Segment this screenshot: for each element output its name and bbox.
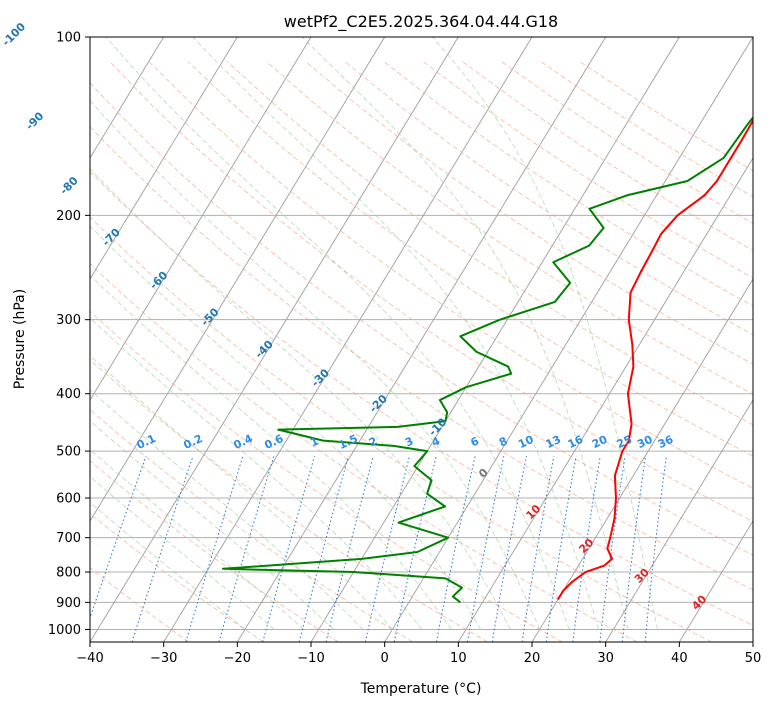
mixing-ratio-line bbox=[521, 456, 555, 642]
y-axis-ticks: 100 200 300 400 500 600 700 800 900 1000 bbox=[48, 31, 90, 638]
y-axis-title: Pressure (hPa) bbox=[12, 289, 28, 389]
mixing-ratio-line bbox=[621, 456, 647, 642]
isotherm-line bbox=[90, 37, 312, 401]
moist-adiabat bbox=[90, 317, 423, 630]
isotherm-line bbox=[90, 37, 386, 522]
x-tick-label: 20 bbox=[524, 651, 541, 666]
chart-title: wetPf2_C2E5.2025.364.04.44.G18 bbox=[284, 12, 558, 32]
x-tick-label: −30 bbox=[150, 651, 177, 666]
dry-adiabat bbox=[148, 61, 753, 489]
dry-adiabat bbox=[90, 460, 339, 642]
x-tick-label: 50 bbox=[745, 651, 762, 666]
dry-adiabat bbox=[90, 171, 753, 627]
dry-adiabat bbox=[90, 359, 488, 642]
x-tick-label: 30 bbox=[597, 651, 614, 666]
y-tick-label: 900 bbox=[56, 596, 81, 611]
dry-adiabat bbox=[90, 409, 414, 642]
dry-adiabat bbox=[90, 216, 712, 642]
y-tick-label: 700 bbox=[56, 531, 81, 546]
mixing-ratio-line bbox=[545, 456, 577, 642]
isotherm-line bbox=[384, 37, 753, 642]
isotherm-label: -100 bbox=[0, 20, 28, 49]
mixing-ratio-label: 13 bbox=[544, 433, 563, 451]
moist-adiabat bbox=[90, 389, 364, 630]
mixing-ratio-label: 30 bbox=[635, 433, 655, 451]
moist-adiabat bbox=[90, 448, 305, 630]
moist-adiabat bbox=[90, 476, 275, 630]
dry-adiabat bbox=[90, 512, 264, 642]
mixing-ratio-line bbox=[644, 456, 667, 642]
mixing-ratio-line bbox=[90, 456, 147, 620]
dry-adiabat bbox=[109, 61, 753, 522]
y-tick-label: 200 bbox=[56, 209, 81, 224]
isotherm-line bbox=[678, 520, 753, 642]
sounding-series bbox=[221, 115, 753, 604]
isotherm-label: -80 bbox=[57, 174, 80, 197]
plot-frame bbox=[89, 36, 754, 643]
y-tick-label: 100 bbox=[56, 31, 81, 46]
mixing-ratio-line bbox=[325, 456, 374, 642]
x-tick-label: 40 bbox=[671, 651, 688, 666]
y-tick-label: 1000 bbox=[48, 623, 81, 638]
dry-adiabat bbox=[305, 61, 753, 365]
x-tick-label: −20 bbox=[224, 651, 251, 666]
mixing-ratio-label: 36 bbox=[656, 433, 676, 451]
moist-adiabat bbox=[90, 225, 482, 630]
background-lines bbox=[90, 37, 753, 642]
mixing-ratio-label: 20 bbox=[590, 433, 610, 451]
x-tick-label: 10 bbox=[450, 651, 467, 666]
y-tick-label: 400 bbox=[56, 387, 81, 402]
mixing-ratio-line bbox=[599, 456, 626, 642]
mixing-ratio-label: 25 bbox=[615, 433, 634, 451]
y-tick-label: 300 bbox=[56, 313, 81, 328]
moist-adiabat bbox=[432, 37, 658, 630]
isotherm-label: -90 bbox=[23, 109, 46, 132]
isotherm-line bbox=[752, 641, 753, 642]
x-tick-label: −40 bbox=[76, 651, 103, 666]
dry-adiabat bbox=[266, 61, 753, 395]
x-axis-ticks: −40 −30 −20 −10 0 10 20 30 40 50 bbox=[76, 642, 761, 666]
moist-adiabat bbox=[301, 37, 629, 630]
isotherm-line bbox=[531, 278, 753, 642]
moist-adiabat bbox=[105, 37, 570, 630]
mixing-ratio-line bbox=[262, 456, 316, 642]
mixing-ratio-label: 10 bbox=[516, 433, 536, 451]
moist-adiabat bbox=[90, 501, 246, 630]
dry-adiabat bbox=[90, 310, 563, 642]
x-tick-label: 0 bbox=[381, 651, 389, 666]
x-axis-title: Temperature (°C) bbox=[360, 681, 482, 697]
mixing-ratio-line bbox=[572, 456, 601, 642]
dry-adiabat bbox=[90, 126, 753, 591]
mixing-ratio-line bbox=[131, 456, 194, 642]
y-tick-label: 800 bbox=[56, 566, 81, 581]
temperature-profile-line bbox=[557, 118, 753, 600]
dewpoint-profile-line bbox=[221, 115, 753, 604]
isotherm-line bbox=[163, 37, 533, 642]
moist-adiabat bbox=[90, 420, 334, 630]
y-tick-label: 500 bbox=[56, 445, 81, 460]
isotherm-line bbox=[457, 157, 753, 642]
mixing-ratio-line bbox=[185, 456, 244, 642]
moist-adiabat bbox=[90, 274, 452, 630]
x-tick-label: −10 bbox=[297, 651, 324, 666]
isotherm-line bbox=[310, 37, 680, 642]
mixing-ratio-label: 16 bbox=[566, 433, 586, 451]
moist-adiabat bbox=[192, 37, 600, 630]
isotherm-line bbox=[236, 37, 607, 642]
y-tick-label: 600 bbox=[56, 492, 81, 507]
moist-adiabat bbox=[90, 355, 393, 630]
mixing-ratio-line bbox=[298, 456, 349, 642]
